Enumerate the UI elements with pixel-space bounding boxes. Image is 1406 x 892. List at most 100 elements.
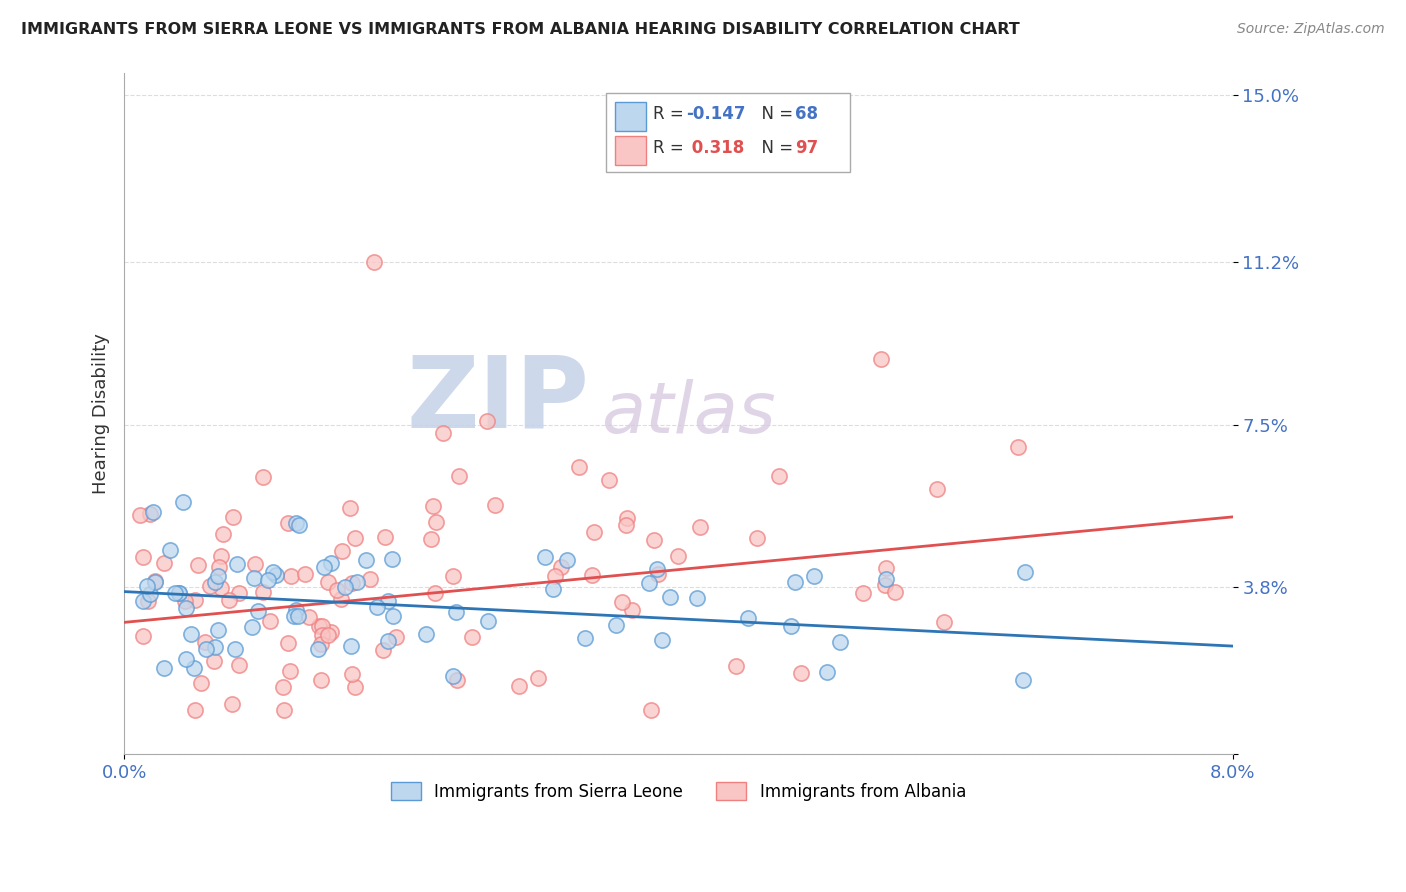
Point — [218, 593, 240, 607]
Text: Source: ZipAtlas.com: Source: ZipAtlas.com — [1237, 22, 1385, 37]
Point — [852, 586, 875, 600]
Point — [374, 530, 396, 544]
Point — [243, 572, 266, 586]
Text: -0.147: -0.147 — [686, 105, 745, 123]
Point — [163, 585, 186, 599]
Point — [152, 661, 174, 675]
Point — [243, 557, 266, 571]
Point — [319, 556, 342, 570]
Point — [167, 586, 190, 600]
Point — [725, 659, 748, 673]
Point — [204, 574, 226, 589]
Point — [527, 672, 550, 686]
Point — [785, 575, 807, 590]
Point — [441, 669, 464, 683]
Point — [737, 611, 759, 625]
Point — [190, 676, 212, 690]
Point — [415, 627, 437, 641]
Point — [371, 643, 394, 657]
Point — [132, 594, 155, 608]
Point — [444, 605, 467, 619]
Point — [583, 525, 606, 540]
Point — [209, 581, 232, 595]
Point — [425, 586, 447, 600]
Text: 0.318: 0.318 — [686, 139, 745, 157]
Text: N =: N = — [751, 139, 799, 157]
FancyBboxPatch shape — [606, 94, 851, 172]
Point — [534, 550, 557, 565]
Point — [264, 567, 287, 582]
Point — [616, 511, 638, 525]
Point — [207, 569, 229, 583]
Point — [278, 665, 301, 679]
Text: 97: 97 — [794, 139, 818, 157]
Point — [277, 636, 299, 650]
Point — [1007, 441, 1029, 455]
Point — [477, 414, 499, 428]
Point — [319, 625, 342, 640]
Point — [225, 558, 247, 572]
Text: R =: R = — [652, 105, 689, 123]
Point — [550, 560, 572, 574]
Point — [925, 482, 948, 496]
Point — [211, 527, 233, 541]
Point — [432, 426, 454, 441]
Point — [377, 634, 399, 648]
Point — [308, 619, 330, 633]
Point — [422, 499, 444, 513]
Text: IMMIGRANTS FROM SIERRA LEONE VS IMMIGRANTS FROM ALBANIA HEARING DISABILITY CORRE: IMMIGRANTS FROM SIERRA LEONE VS IMMIGRAN… — [21, 22, 1019, 37]
FancyBboxPatch shape — [616, 103, 647, 131]
Point — [136, 579, 159, 593]
Point — [257, 574, 280, 588]
Point — [873, 577, 896, 591]
Point — [828, 634, 851, 648]
Point — [167, 586, 190, 600]
Point — [318, 574, 340, 589]
Point — [174, 652, 197, 666]
Point — [330, 544, 353, 558]
Point — [285, 603, 308, 617]
Point — [180, 627, 202, 641]
Point — [377, 594, 399, 608]
Point — [544, 569, 567, 583]
Point — [645, 562, 668, 576]
Point — [381, 552, 404, 566]
Point — [574, 631, 596, 645]
Point — [541, 582, 564, 596]
Point — [228, 658, 250, 673]
Point — [195, 642, 218, 657]
Point — [340, 640, 363, 654]
Point — [280, 569, 302, 583]
Point — [309, 637, 332, 651]
Point — [129, 508, 152, 522]
Point — [259, 614, 281, 628]
Point — [340, 576, 363, 591]
Point — [1014, 565, 1036, 579]
Point — [668, 549, 690, 563]
Point — [252, 470, 274, 484]
Point — [139, 587, 162, 601]
Point — [612, 594, 634, 608]
Point — [311, 628, 333, 642]
Point — [143, 574, 166, 589]
Point — [326, 582, 349, 597]
Text: ZIP: ZIP — [406, 351, 589, 449]
Point — [222, 510, 245, 524]
Point — [346, 575, 368, 590]
Point — [273, 703, 295, 717]
Point — [354, 553, 377, 567]
Point — [651, 633, 673, 648]
Point — [598, 473, 620, 487]
Point — [298, 610, 321, 624]
Point — [686, 591, 709, 605]
Point — [605, 617, 627, 632]
Point — [689, 520, 711, 534]
Point — [208, 559, 231, 574]
Point — [176, 601, 198, 615]
Point — [815, 665, 838, 680]
Text: 68: 68 — [794, 105, 818, 123]
Point — [477, 614, 499, 628]
Point — [262, 565, 284, 579]
Point — [344, 531, 367, 545]
Point — [309, 673, 332, 688]
